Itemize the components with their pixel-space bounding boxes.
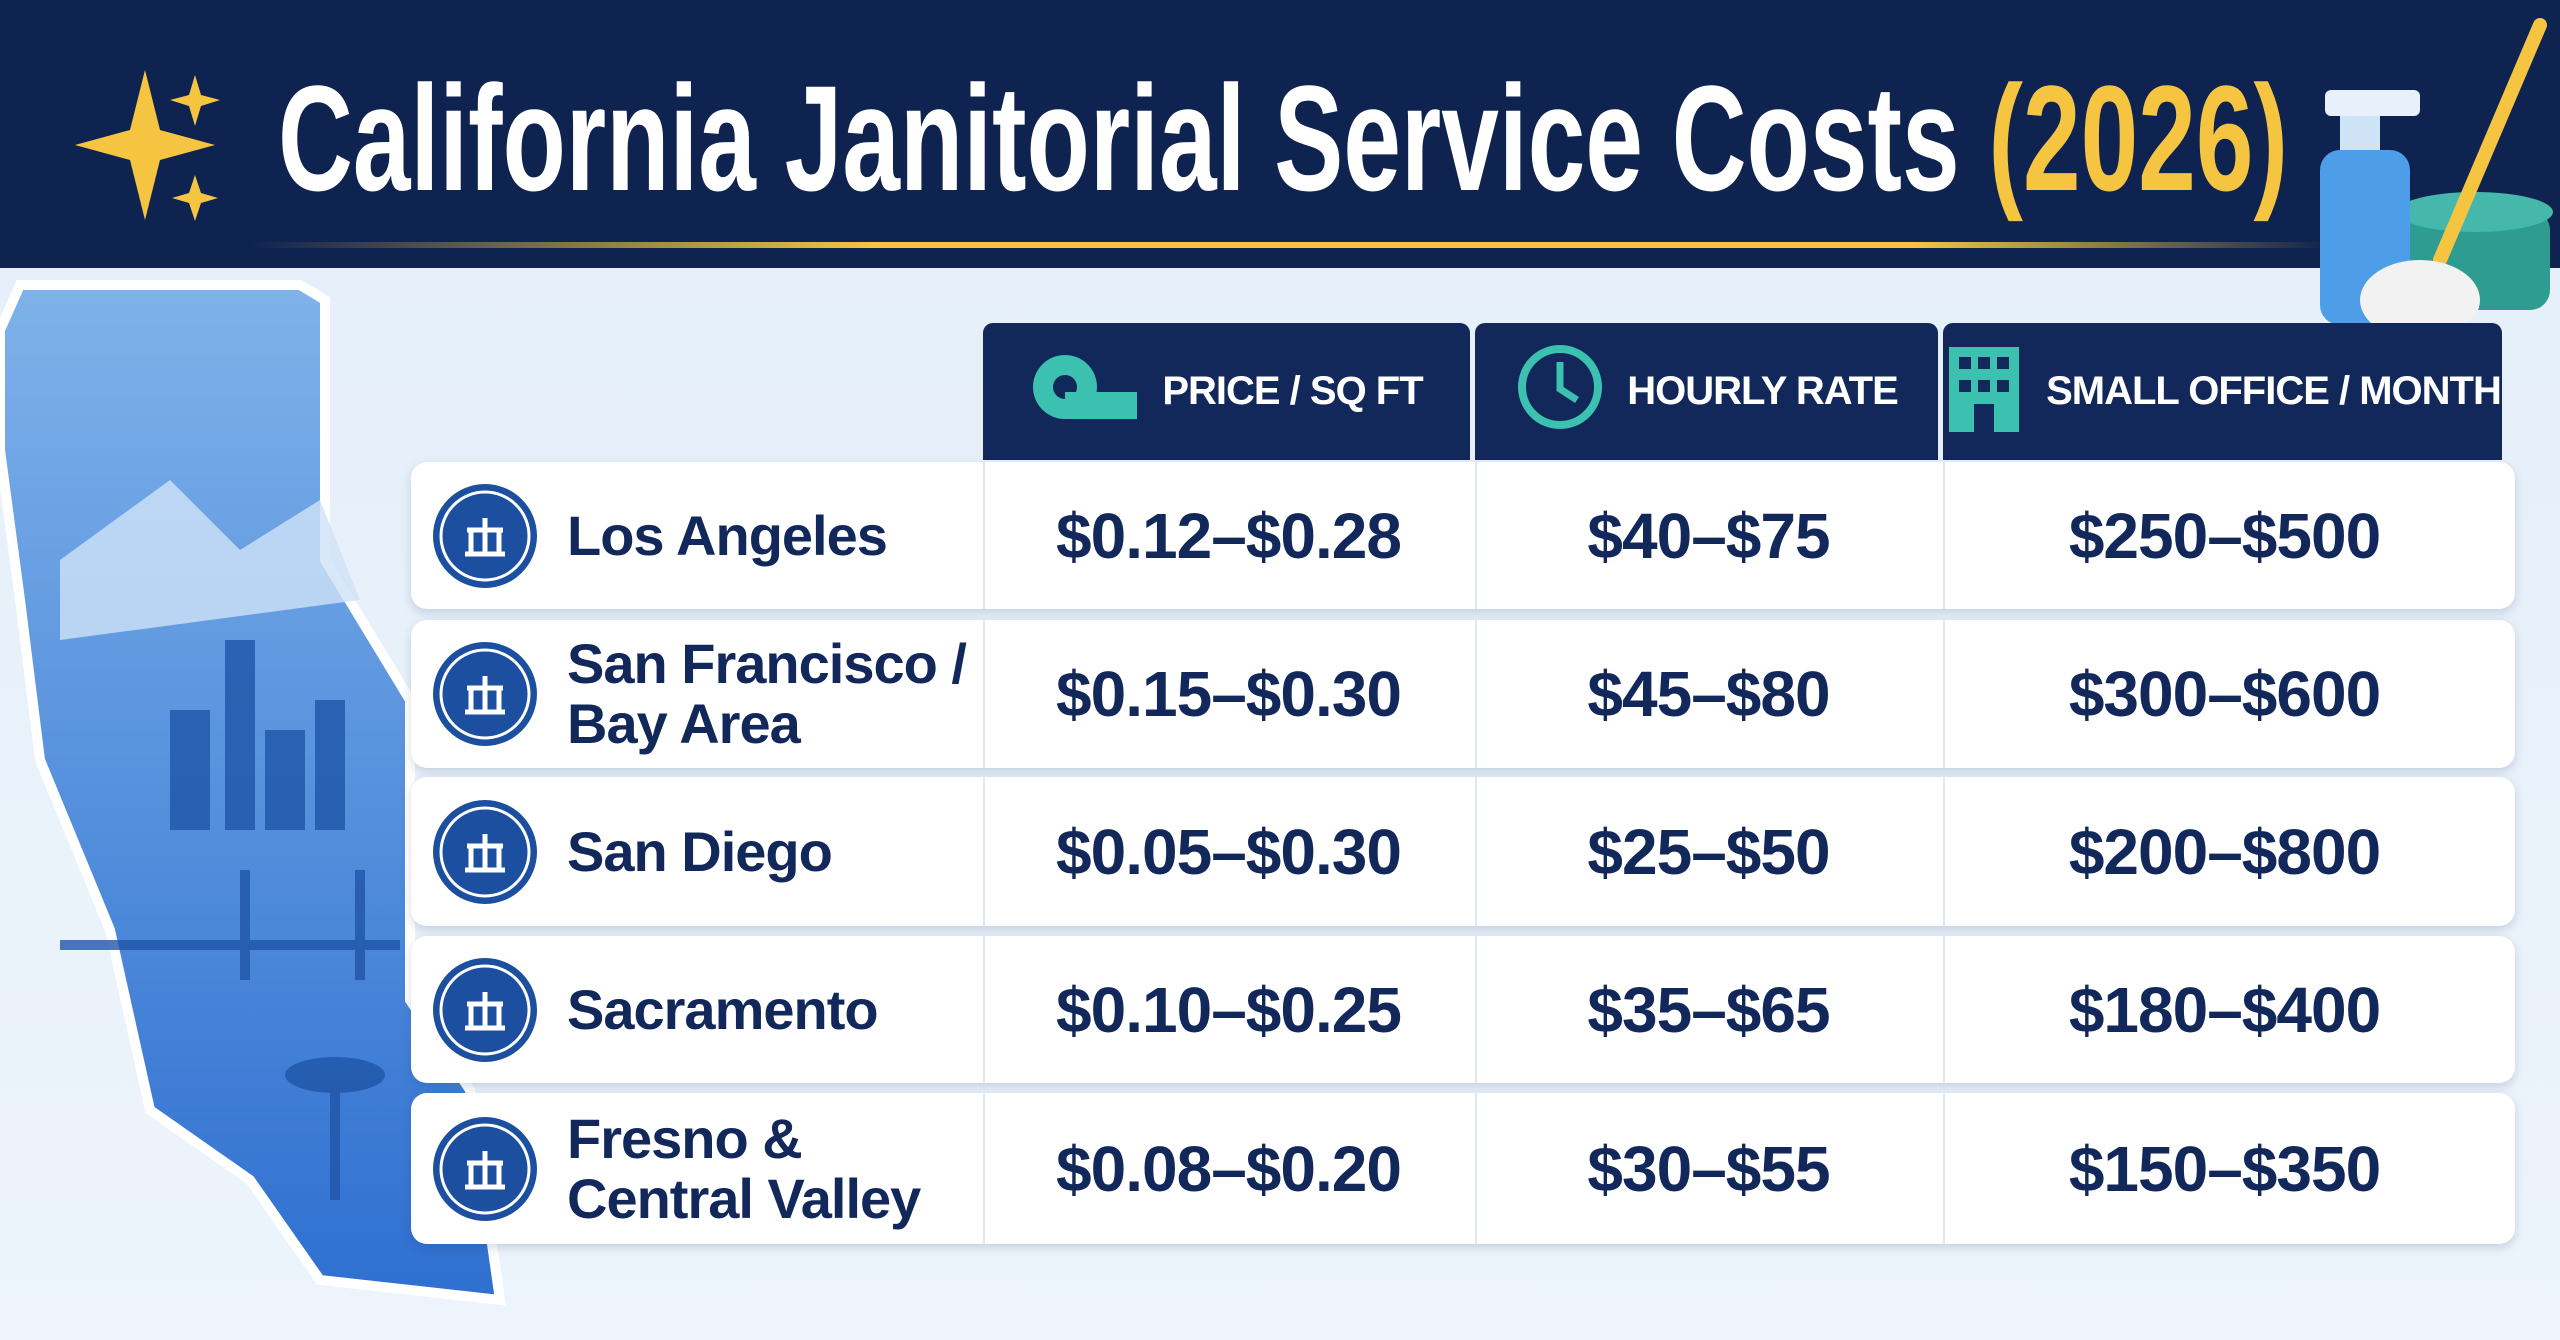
icon <box>433 1116 537 1221</box>
cell-value: $200–$800 <box>1943 777 2504 926</box>
icon <box>1949 346 2020 432</box>
column-header: HOURLY RATE <box>1475 323 1938 460</box>
icon <box>433 957 537 1062</box>
column-header: SMALL OFFICE / MONTH <box>1943 323 2502 460</box>
city-icon <box>431 1115 539 1228</box>
table-row: Fresno & Central Valley $0.08–$0.20 $30–$55… <box>411 1093 2515 1244</box>
city-name: San Francisco / Bay Area <box>567 620 967 768</box>
column-icon <box>1944 342 2024 442</box>
cell-value: $25–$50 <box>1475 777 1940 926</box>
city-line: Fresno & <box>567 1106 803 1170</box>
column-icon <box>1030 347 1140 437</box>
cell-value: $300–$600 <box>1943 620 2504 768</box>
cell-value: $0.12–$0.28 <box>983 462 1472 609</box>
city-icon <box>431 798 539 911</box>
cell-value: $30–$55 <box>1475 1093 1940 1244</box>
cell-value: $45–$80 <box>1475 620 1940 768</box>
column-icon <box>1515 342 1605 442</box>
cell-value: $0.15–$0.30 <box>983 620 1472 768</box>
header-band <box>0 0 2560 268</box>
cell-value: $0.10–$0.25 <box>983 936 1472 1083</box>
city-icon <box>431 956 539 1069</box>
column-label: HOURLY RATE <box>1627 369 1899 413</box>
table-row: San Diego $0.05–$0.30 $25–$50 $200–$800 <box>411 777 2515 926</box>
column-label: PRICE / SQ FT <box>1162 369 1423 413</box>
city-icon <box>431 482 539 595</box>
cleaning-icons <box>2320 18 2553 340</box>
table-row: San Francisco / Bay Area $0.15–$0.30 $45–$8… <box>411 620 2515 768</box>
icon <box>1518 344 1603 429</box>
cell-value: $180–$400 <box>1943 936 2504 1083</box>
cell-value: $250–$500 <box>1943 462 2504 609</box>
icon <box>433 799 537 904</box>
cell-value: $0.08–$0.20 <box>983 1093 1472 1244</box>
icon <box>433 642 537 746</box>
city-line: Los Angeles <box>567 503 888 567</box>
city-line: Central Valley <box>567 1166 921 1230</box>
cell-value: $40–$75 <box>1475 462 1940 609</box>
sparkles <box>75 70 220 221</box>
table-row: Sacramento $0.10–$0.25 $35–$65 $180–$400 <box>411 936 2515 1083</box>
icon <box>433 483 537 588</box>
title-text: California Janitorial Service Costs <box>278 54 1960 222</box>
map-mountains <box>60 480 360 640</box>
column-label: SMALL OFFICE / MONTH <box>2046 369 2502 413</box>
city-line: Bay Area <box>567 692 801 755</box>
title: California Janitorial Service Costs (202… <box>278 54 2288 222</box>
map-skyline <box>60 640 400 1200</box>
cell-value: $150–$350 <box>1943 1093 2504 1244</box>
city-name: Sacramento <box>567 936 879 1083</box>
city-line: Sacramento <box>567 977 879 1041</box>
title-year: (2026) <box>1988 54 2288 222</box>
header-rule <box>250 242 2330 248</box>
city-line: San Diego <box>567 819 833 883</box>
icon <box>1033 354 1138 419</box>
city-name: Los Angeles <box>567 462 888 609</box>
column-header: PRICE / SQ FT <box>983 323 1470 460</box>
cell-value: $0.05–$0.30 <box>983 777 1472 926</box>
city-line: San Francisco / <box>567 632 967 695</box>
city-icon <box>431 640 539 753</box>
city-name: Fresno & Central Valley <box>567 1093 921 1244</box>
table-row: Los Angeles $0.12–$0.28 $40–$75 $250–$500 <box>411 462 2515 609</box>
city-name: San Diego <box>567 777 833 926</box>
cell-value: $35–$65 <box>1475 936 1940 1083</box>
